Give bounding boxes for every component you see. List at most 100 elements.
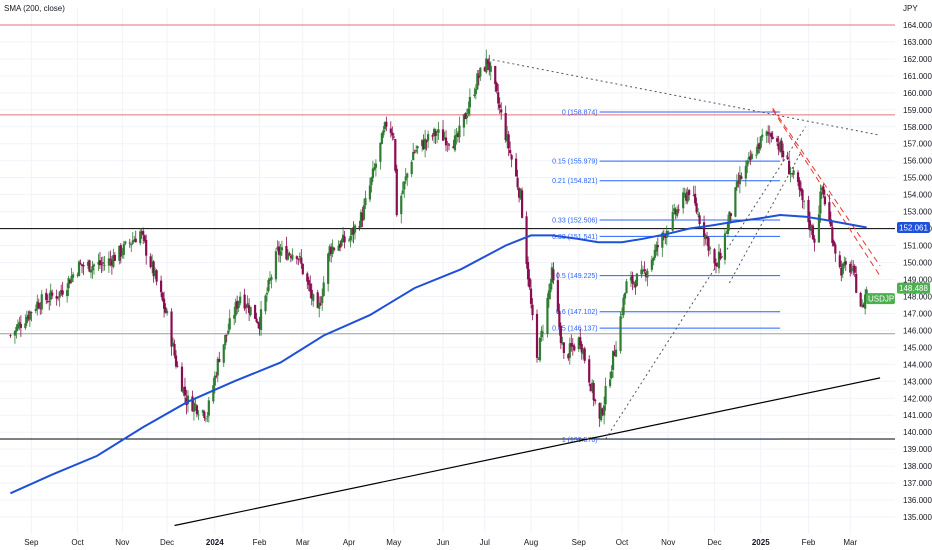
candle-body [77,261,81,277]
candle-body [656,245,659,248]
candle-body [476,73,479,90]
candle-body [152,261,155,277]
candle-body [19,324,22,328]
candle-body [611,350,615,370]
candle-body [236,300,239,309]
candle-body [24,323,27,329]
candle-body [9,335,12,337]
candle-body [549,283,552,293]
fib-level-label: 0.65 (146.137) [552,326,598,333]
candle-body [112,255,115,267]
candle-body [382,130,385,136]
candle-body [358,226,361,228]
candle-body [749,156,752,161]
currency-label: JPY [903,4,918,13]
candle-body [714,262,718,266]
candle-body [853,265,856,273]
candle-body [51,292,54,296]
candle-body [520,190,524,218]
candle-body [328,246,331,256]
candle-body [274,251,278,280]
candle-body [145,239,148,256]
candle-body [121,253,124,255]
candle-body [631,275,634,284]
candle-body [237,301,240,308]
price-tick-label: 158.000 [903,123,932,132]
candle-body [100,264,103,266]
price-tick-label: 164.000 [903,21,932,30]
candle-body [801,189,804,201]
candle-body [737,181,740,183]
candle-body [515,158,518,177]
candle-body [738,174,741,185]
time-axis[interactable]: Sep Oct Nov Dec 2024 Feb Mar Apr May Jun Jul Aug Sep… [24,538,857,547]
time-tick-label: Feb [253,538,267,547]
candle-body [124,241,127,244]
candle-body [255,318,258,322]
candle-body [852,265,855,267]
time-tick-label: Jun [437,538,450,547]
sma-value-label: 152.061 [899,224,928,233]
candle-body [57,296,60,298]
candle-body [276,247,279,250]
price-tick-label: 163.000 [903,38,932,47]
candle-body [245,306,248,308]
candle-body [819,191,822,214]
candle-body [61,290,64,295]
candle-body [46,301,49,303]
fib-level-label: 0.21 (154.821) [552,178,598,185]
candle-body [546,297,549,335]
candle-body [859,292,862,307]
candle-body [708,247,712,249]
candle-body [88,260,91,272]
candle-body [234,302,237,316]
candle-body [222,344,225,363]
candle-body [455,134,458,137]
candle-body [321,296,324,304]
candle-body [353,225,357,233]
candle-body [92,264,96,267]
candle-body [368,185,372,200]
candle-body [473,94,476,96]
price-tick-label: 154.000 [903,191,932,200]
price-tick-label: 135.000 [903,513,932,522]
candle-body [452,146,455,149]
candle-body [692,195,695,196]
candle-body [509,149,512,154]
candle-body [309,283,312,292]
time-tick-label: May [386,538,401,547]
indicator-label[interactable]: SMA (200, close) [4,4,65,13]
candle-body [340,240,343,247]
candle-body [45,292,48,301]
candle-body [740,176,743,179]
candle-body [561,343,564,345]
candle-body [755,154,758,156]
sma-200-line [9,213,867,495]
candle-body [48,300,51,302]
time-tick-label: 2024 [206,538,224,547]
candle-body [541,331,545,333]
candle-body [248,305,251,313]
candle-body [604,386,607,405]
candle-body [422,140,425,150]
candle-body [673,208,676,212]
price-tick-label: 146.000 [903,326,932,335]
sma-value-badge: 152.061 [897,222,930,234]
candle-body [807,199,810,223]
candle-body [18,322,21,326]
candle-body [477,75,480,78]
price-tick-label: 151.000 [903,242,932,251]
candle-body [717,251,721,269]
candle-body [270,277,273,280]
candle-body [373,167,376,170]
time-tick-label: Dec [160,538,174,547]
candle-body [119,245,122,257]
candle-body [103,265,106,266]
candle-body [844,261,847,265]
candle-body [594,399,597,402]
candle-body [128,242,131,244]
candle-body [723,233,727,260]
candle-body [176,365,179,367]
candle-body [403,181,406,190]
